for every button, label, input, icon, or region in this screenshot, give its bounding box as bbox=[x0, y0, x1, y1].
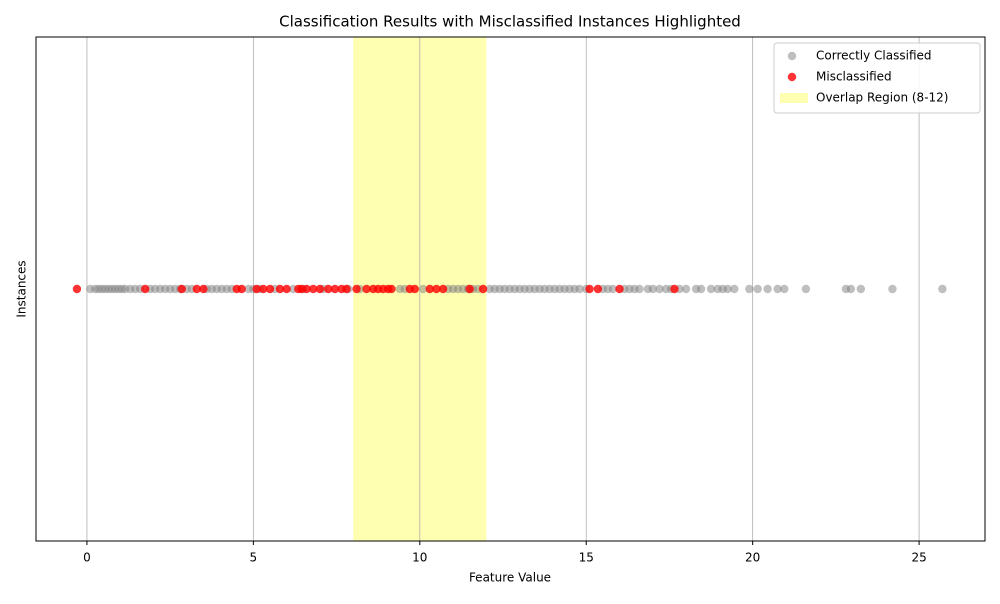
chart-title: Classification Results with Misclassifie… bbox=[279, 13, 741, 31]
x-tick-label: 0 bbox=[83, 551, 91, 565]
legend-label: Misclassified bbox=[816, 70, 892, 84]
plot-frame bbox=[35, 36, 986, 542]
point bbox=[585, 284, 594, 294]
point bbox=[681, 284, 691, 294]
point bbox=[252, 284, 261, 294]
x-tick-label: 20 bbox=[745, 551, 760, 565]
point bbox=[309, 284, 318, 294]
x-tick-label: 5 bbox=[250, 551, 258, 565]
point bbox=[418, 284, 428, 294]
point bbox=[177, 284, 186, 294]
point bbox=[773, 284, 782, 294]
legend-label: Overlap Region (8-12) bbox=[816, 91, 948, 105]
point bbox=[780, 284, 789, 294]
point bbox=[801, 284, 811, 294]
point bbox=[410, 284, 420, 294]
legend-marker bbox=[787, 51, 797, 61]
point bbox=[199, 284, 208, 294]
point bbox=[192, 284, 201, 294]
point bbox=[324, 284, 333, 294]
legend-label: Correctly Classified bbox=[816, 49, 932, 63]
legend-patch bbox=[780, 93, 808, 103]
x-tick-label: 10 bbox=[412, 551, 427, 565]
point bbox=[856, 284, 866, 294]
point bbox=[753, 284, 762, 294]
point bbox=[615, 284, 624, 294]
point bbox=[888, 284, 897, 294]
point bbox=[352, 284, 361, 294]
point bbox=[938, 284, 947, 294]
point bbox=[655, 284, 664, 294]
point bbox=[432, 284, 441, 294]
point bbox=[575, 284, 584, 294]
legend-marker bbox=[787, 72, 797, 82]
point bbox=[438, 284, 448, 294]
point bbox=[342, 284, 351, 294]
point bbox=[387, 284, 396, 294]
point bbox=[259, 284, 268, 294]
x-axis-label: Feature Value bbox=[469, 571, 551, 585]
point bbox=[140, 284, 150, 294]
point bbox=[608, 284, 618, 294]
point bbox=[745, 284, 754, 294]
point bbox=[723, 284, 732, 294]
point bbox=[425, 284, 434, 294]
point bbox=[237, 284, 246, 294]
legend-box bbox=[773, 42, 981, 114]
point bbox=[648, 284, 658, 294]
point bbox=[635, 284, 644, 294]
point bbox=[670, 284, 679, 294]
point bbox=[362, 284, 371, 294]
point bbox=[302, 284, 311, 294]
point bbox=[330, 284, 340, 294]
point bbox=[315, 284, 325, 294]
y-axis-label: Instances bbox=[15, 260, 29, 317]
x-tick-label: 25 bbox=[911, 551, 926, 565]
x-tick-label: 15 bbox=[579, 551, 594, 565]
point bbox=[593, 284, 603, 294]
point bbox=[282, 284, 291, 294]
point bbox=[72, 284, 82, 294]
point bbox=[275, 284, 285, 294]
point bbox=[696, 284, 706, 294]
point bbox=[706, 284, 716, 294]
point bbox=[465, 284, 474, 294]
point bbox=[265, 284, 275, 294]
point bbox=[730, 284, 739, 294]
point bbox=[846, 284, 856, 294]
point bbox=[478, 284, 488, 294]
point bbox=[763, 284, 772, 294]
